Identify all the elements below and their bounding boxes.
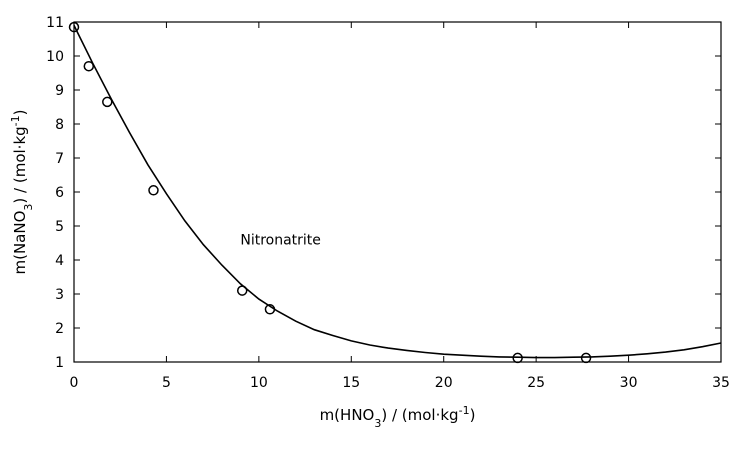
y-tick-label: 1 [55,355,64,371]
phase-label: Nitronatrite [240,233,321,249]
y-tick-label: 7 [55,151,64,167]
y-tick-label: 5 [55,219,64,235]
y-tick-label: 10 [46,49,64,65]
plot-frame [73,21,722,363]
x-tick-label: 30 [620,375,638,391]
x-tick-label: 0 [70,375,79,391]
data-point [68,21,80,33]
x-tick-label: 5 [162,375,171,391]
y-tick-label: 2 [55,321,64,337]
y-axis-label: m(NaNO3) / (mol·kg-1) [9,110,35,275]
x-tick-label: 35 [712,375,730,391]
x-tick-label: 10 [250,375,268,391]
data-point [148,185,159,196]
y-tick-label: 8 [55,117,64,133]
fit-curve [73,25,722,359]
y-tick-label: 9 [55,83,64,99]
data-point [236,285,248,296]
data-point [264,304,276,315]
y-tick-label: 11 [46,15,64,31]
y-tick-label: 4 [55,253,64,269]
data-point [580,352,592,364]
x-axis-label: m(HNO3) / (mol·kg-1) [320,404,476,430]
data-point [512,352,523,364]
data-point [83,60,95,72]
y-tick-label: 6 [55,185,64,201]
x-tick-label: 15 [342,375,360,391]
x-tick-label: 20 [435,375,453,391]
y-tick-label: 3 [55,287,64,303]
x-tick-label: 25 [527,375,545,391]
data-point [102,96,113,108]
